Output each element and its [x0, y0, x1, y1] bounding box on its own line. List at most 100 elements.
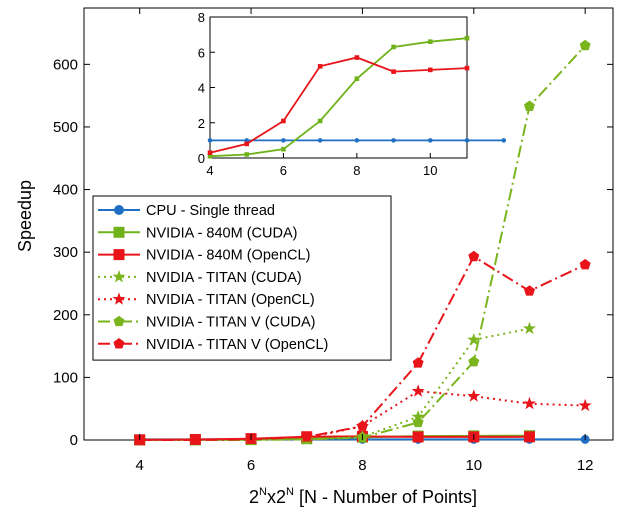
inset-data-point [354, 76, 360, 81]
inset-x-tick-label: 4 [206, 163, 213, 178]
legend-label: NVIDIA - TITAN V (OpenCL) [146, 337, 328, 353]
y-tick-label: 500 [53, 119, 78, 136]
x-tick-label: 12 [577, 457, 594, 474]
x-tick-label: 6 [247, 457, 255, 474]
data-point [578, 398, 592, 412]
inset-data-point [207, 153, 213, 159]
legend-entry-2: NVIDIA - 840M (OpenCL) [98, 248, 310, 264]
x-axis-title-sup1: N [259, 486, 267, 498]
inset-data-point [464, 35, 470, 41]
inset-x-tick-label: 8 [353, 163, 360, 178]
inset-y-tick-label: 8 [198, 10, 205, 25]
series-line [139, 435, 530, 441]
inset-data-point [244, 152, 250, 157]
inset-data-point [281, 118, 286, 124]
data-point [522, 321, 537, 335]
legend-entry-0: CPU - Single thread [98, 203, 275, 219]
inset-data-point [317, 118, 323, 124]
data-point [522, 396, 537, 410]
legend-marker [113, 249, 125, 261]
legend-label: NVIDIA - TITAN V (CUDA) [146, 315, 315, 331]
inset-data-point [207, 150, 213, 156]
legend-label: NVIDIA - TITAN (OpenCL) [146, 292, 315, 308]
inset-x-tick-label: 6 [280, 163, 287, 178]
y-tick-label: 0 [70, 432, 78, 449]
data-point [579, 258, 591, 270]
inset-data-point [244, 141, 250, 147]
inset-y-tick-label: 0 [198, 151, 205, 166]
inset-data-point [391, 138, 396, 143]
legend-label: NVIDIA - TITAN (CUDA) [146, 270, 302, 286]
data-point [579, 39, 591, 51]
y-tick-label: 300 [53, 244, 78, 261]
data-point [301, 431, 313, 442]
inset-data-point [317, 138, 323, 143]
legend-marker [112, 292, 126, 305]
inset-series-2 [207, 55, 470, 156]
inset-data-point [391, 69, 396, 74]
series-4 [300, 384, 592, 444]
legend-marker [113, 315, 125, 327]
inset-y-tick-label: 2 [198, 116, 205, 131]
legend-marker [113, 226, 125, 238]
legend-marker [113, 338, 125, 349]
x-axis-title-rest: [N - Number of Points] [294, 487, 477, 507]
data-point [467, 389, 481, 402]
data-point [411, 409, 425, 423]
data-point [468, 355, 480, 367]
x-tick-label: 8 [358, 457, 366, 474]
series-line [306, 390, 586, 440]
y-tick-label: 400 [53, 182, 78, 199]
inset-data-point [427, 138, 433, 143]
data-point [189, 434, 201, 445]
data-point [412, 431, 424, 443]
legend: CPU - Single thread NVIDIA - 840M (CUDA) N… [92, 195, 392, 361]
inset-data-point [427, 39, 433, 44]
inset-data-point [391, 44, 396, 50]
data-point [523, 100, 535, 111]
data-point [412, 357, 424, 368]
inset-data-point [244, 138, 250, 143]
inset-data-point [464, 65, 470, 71]
inset-series-line [209, 37, 468, 158]
inset-data-point [354, 138, 360, 143]
x-tick-label: 4 [136, 457, 144, 474]
data-point [523, 285, 535, 296]
legend-entry-5: NVIDIA - TITAN V (CUDA) [98, 315, 315, 331]
data-point [356, 420, 368, 431]
data-point [523, 431, 535, 443]
inset-data-point [281, 146, 286, 152]
legend-marker [112, 270, 126, 283]
x-axis-title: 2Nx2N [N - Number of Points] [249, 486, 477, 507]
y-tick-label: 100 [53, 369, 78, 386]
legend-entry-3: NVIDIA - TITAN (CUDA) [98, 270, 302, 286]
inset-data-point [354, 55, 360, 60]
inset-data-point [464, 138, 470, 143]
legend-entry-6: NVIDIA - TITAN V (OpenCL) [98, 337, 328, 353]
inset-series-0 [207, 138, 507, 143]
y-tick-label: 200 [53, 307, 78, 324]
legend-label: NVIDIA - 840M (OpenCL) [146, 248, 310, 264]
data-point [467, 332, 481, 346]
inset-data-point [501, 138, 507, 143]
x-tick-label: 10 [465, 457, 482, 474]
data-point [468, 250, 480, 262]
legend-box [92, 195, 392, 361]
inset-data-point [281, 138, 286, 143]
inset-data-point [207, 138, 213, 143]
inset-border [209, 16, 468, 159]
inset-x-tick-label: 10 [423, 163, 437, 178]
x-axis-title-base: 2 [249, 487, 259, 507]
y-tick-label: 600 [53, 56, 78, 73]
legend-entry-1: NVIDIA - 840M (CUDA) [98, 225, 297, 241]
inset-y-tick-label: 6 [198, 45, 205, 60]
inset-chart: 4 6 8 10 0 2 4 6 8 [198, 10, 507, 178]
inset-y-tick-label: 4 [198, 81, 205, 96]
legend-label: CPU - Single thread [146, 203, 275, 219]
x-axis-title-sup2: N [286, 486, 294, 498]
inset-data-point [317, 64, 323, 69]
y-axis-title: Speedup [15, 180, 35, 252]
inset-series-1 [207, 35, 470, 159]
